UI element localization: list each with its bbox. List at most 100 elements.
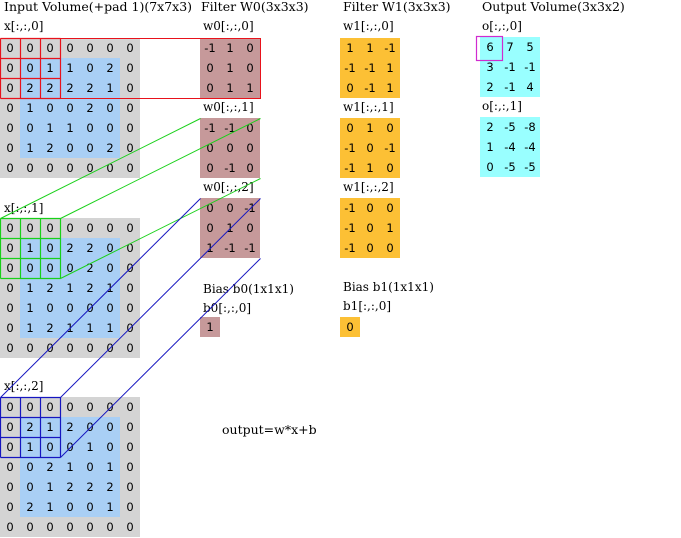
- w0-2-cell: 0: [220, 198, 240, 218]
- w1-1-cell: 0: [380, 158, 400, 178]
- output-0-cell: -1: [520, 57, 540, 77]
- input-1-cell: 0: [80, 298, 100, 318]
- output-1-cell: -8: [520, 117, 540, 137]
- output-1-cell: -5: [500, 157, 520, 177]
- input-slice-1-label: x[:,:,1]: [4, 201, 44, 215]
- input-1-cell: 0: [40, 218, 60, 238]
- input-volume-title: Input Volume(+pad 1)(7x7x3): [4, 0, 193, 14]
- bias-b0-title: Bias b0(1x1x1): [203, 282, 294, 296]
- w0-2-cell: 0: [200, 218, 220, 238]
- w1-slice-1-grid: 0 1 0 -1 0 -1 -1 1 0: [340, 118, 400, 178]
- input-0-cell: 2: [20, 78, 40, 98]
- w0-0-cell: 0: [240, 38, 260, 58]
- output-1-cell: -5: [520, 157, 540, 177]
- filter-w1-title: Filter W1(3x3x3): [343, 0, 451, 14]
- w0-1-cell: 0: [200, 158, 220, 178]
- output-0-cell: 3: [480, 57, 500, 77]
- input-2-cell: 0: [80, 497, 100, 517]
- w0-2-cell: 0: [240, 218, 260, 238]
- input-0-cell: 0: [120, 38, 140, 58]
- input-1-cell: 1: [20, 298, 40, 318]
- output-1-cell: -5: [500, 117, 520, 137]
- input-1-cell: 1: [20, 318, 40, 338]
- input-0-cell: 0: [0, 158, 20, 178]
- input-slice-0-label: x[:,:,0]: [4, 19, 44, 33]
- input-2-cell: 0: [40, 437, 60, 457]
- input-2-cell: 0: [120, 457, 140, 477]
- input-0-cell: 0: [60, 138, 80, 158]
- w0-slice-2-grid: 0 0 -1 0 1 0 1 -1 -1: [200, 198, 260, 258]
- w1-1-cell: -1: [340, 158, 360, 178]
- input-1-cell: 0: [60, 258, 80, 278]
- input-0-cell: 2: [80, 78, 100, 98]
- input-1-cell: 1: [100, 278, 120, 298]
- input-1-cell: 0: [80, 218, 100, 238]
- input-2-cell: 0: [120, 437, 140, 457]
- w0-1-cell: -1: [220, 118, 240, 138]
- input-0-cell: 1: [60, 58, 80, 78]
- input-2-cell: 0: [100, 437, 120, 457]
- input-2-cell: 1: [60, 457, 80, 477]
- input-2-cell: 2: [20, 417, 40, 437]
- w1-1-cell: -1: [380, 138, 400, 158]
- input-0-cell: 0: [40, 158, 60, 178]
- input-1-cell: 0: [100, 298, 120, 318]
- input-2-cell: 0: [60, 397, 80, 417]
- input-0-cell: 0: [0, 38, 20, 58]
- input-1-cell: 0: [20, 338, 40, 358]
- w1-0-cell: 0: [340, 78, 360, 98]
- input-2-cell: 0: [0, 417, 20, 437]
- input-2-cell: 0: [120, 397, 140, 417]
- input-1-cell: 0: [60, 218, 80, 238]
- input-2-cell: 0: [20, 457, 40, 477]
- w1-2-cell: 0: [380, 238, 400, 258]
- w0-0-cell: 0: [240, 58, 260, 78]
- input-0-cell: 0: [40, 38, 60, 58]
- w0-0-cell: 1: [220, 78, 240, 98]
- w1-slice-2-grid: -1 0 0 -1 0 1 -1 0 0: [340, 198, 400, 258]
- w0-1-cell: 0: [240, 158, 260, 178]
- input-2-cell: 2: [100, 477, 120, 497]
- w0-2-cell: -1: [220, 238, 240, 258]
- input-1-cell: 1: [100, 318, 120, 338]
- input-1-cell: 0: [40, 298, 60, 318]
- input-2-cell: 0: [100, 517, 120, 537]
- input-0-cell: 0: [60, 38, 80, 58]
- input-1-cell: 0: [20, 218, 40, 238]
- w0-0-cell: -1: [200, 38, 220, 58]
- w1-0-cell: 1: [360, 38, 380, 58]
- w0-1-cell: -1: [200, 118, 220, 138]
- input-slice-2-label: x[:,:,2]: [4, 379, 44, 393]
- w1-2-cell: 0: [360, 218, 380, 238]
- w0-2-cell: -1: [240, 198, 260, 218]
- output-0-cell: 4: [520, 77, 540, 97]
- input-2-cell: 0: [0, 457, 20, 477]
- w1-1-cell: 0: [340, 118, 360, 138]
- w1-0-cell: 1: [340, 38, 360, 58]
- input-2-cell: 0: [60, 437, 80, 457]
- input-0-cell: 0: [0, 58, 20, 78]
- input-1-cell: 0: [0, 298, 20, 318]
- output-slice-0-grid: 6 7 5 3 -1 -1 2 -1 4: [480, 37, 540, 97]
- input-1-cell: 0: [40, 238, 60, 258]
- input-0-cell: 0: [60, 158, 80, 178]
- input-2-cell: 0: [80, 417, 100, 437]
- output-1-cell: -4: [500, 137, 520, 157]
- w1-2-cell: -1: [340, 198, 360, 218]
- input-1-cell: 2: [40, 278, 60, 298]
- input-2-cell: 0: [60, 497, 80, 517]
- input-0-cell: 0: [20, 118, 40, 138]
- w0-0-cell: 1: [240, 78, 260, 98]
- input-1-cell: 0: [0, 338, 20, 358]
- input-2-cell: 1: [40, 477, 60, 497]
- input-0-cell: 1: [60, 118, 80, 138]
- input-1-cell: 2: [80, 278, 100, 298]
- input-0-cell: 0: [80, 118, 100, 138]
- input-2-cell: 1: [40, 417, 60, 437]
- w1-0-cell: 1: [380, 58, 400, 78]
- output-0-cell: -1: [500, 57, 520, 77]
- w0-2-cell: -1: [240, 238, 260, 258]
- input-2-cell: 1: [100, 457, 120, 477]
- output-1-cell: 2: [480, 117, 500, 137]
